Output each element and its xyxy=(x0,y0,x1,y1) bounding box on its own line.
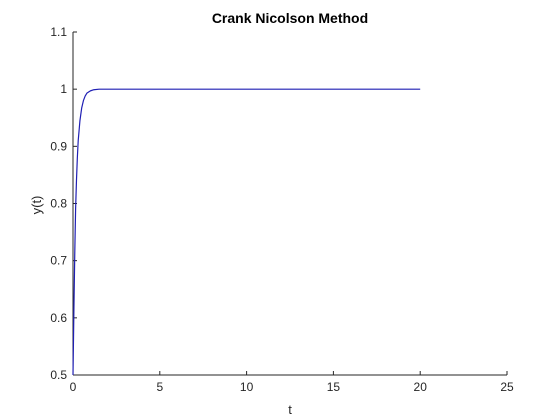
x-tick-label: 20 xyxy=(414,380,428,394)
x-tick-label: 25 xyxy=(500,380,514,394)
ticks: 0 5 10 15 20 25 0.5 0.6 0.7 0.8 0.9 1 1.1 xyxy=(50,25,514,394)
y-tick-label: 0.8 xyxy=(50,197,67,211)
series-line xyxy=(72,88,421,376)
x-axis-label: t xyxy=(288,402,292,417)
axes xyxy=(72,32,507,376)
x-tick-label: 5 xyxy=(156,380,163,394)
y-tick-label: 0.5 xyxy=(50,368,67,382)
x-tick-label: 15 xyxy=(327,380,341,394)
y-axis-label: y(t) xyxy=(29,196,44,215)
chart-title: Crank Nicolson Method xyxy=(212,10,368,26)
y-tick-label: 1 xyxy=(60,82,67,96)
y-tick-label: 0.7 xyxy=(50,254,67,268)
y-tick-label: 1.1 xyxy=(50,25,67,39)
series-layer xyxy=(72,88,421,376)
y-tick-label: 0.6 xyxy=(50,311,67,325)
y-tick-label: 0.9 xyxy=(50,139,67,153)
x-tick-label: 10 xyxy=(240,380,254,394)
x-tick-label: 0 xyxy=(70,380,77,394)
